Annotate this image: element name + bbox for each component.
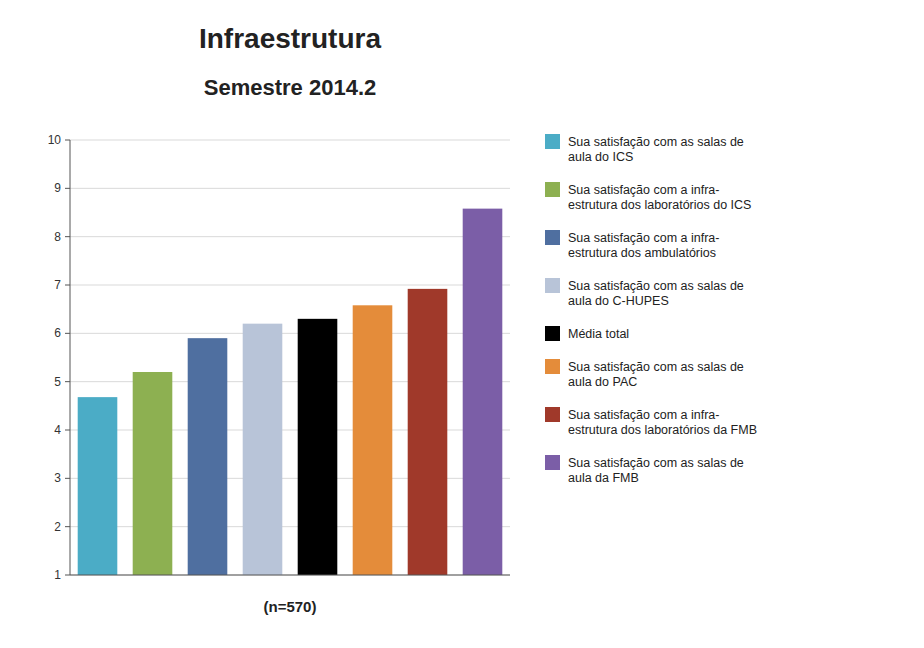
grid-line — [70, 236, 510, 237]
y-tick-label: 7 — [54, 278, 61, 292]
y-tick-label: 3 — [54, 471, 61, 485]
x-axis-label: (n=570) — [264, 598, 317, 615]
y-tick-label: 9 — [54, 181, 61, 195]
legend-label: Sua satisfação com as salas deaula da FM… — [568, 456, 744, 485]
legend-swatch — [545, 182, 560, 197]
y-tick-label: 8 — [54, 230, 61, 244]
legend-swatch — [545, 278, 560, 293]
y-tick-label: 1 — [54, 568, 61, 582]
legend-label: Sua satisfação com a infra-estrutura dos… — [568, 231, 719, 260]
legend-label: Média total — [568, 327, 629, 341]
legend-label: Sua satisfação com as salas deaula do IC… — [568, 135, 744, 164]
legend-label: Sua satisfação com a infra-estrutura dos… — [568, 408, 757, 437]
legend-swatch — [545, 455, 560, 470]
legend-swatch — [545, 134, 560, 149]
legend-label: Sua satisfação com a infra-estrutura dos… — [568, 183, 751, 212]
bar — [463, 209, 503, 575]
y-tick — [65, 236, 70, 237]
legend-swatch — [545, 326, 560, 341]
legend-swatch — [545, 407, 560, 422]
grid-line — [70, 285, 510, 286]
legend-label: Sua satisfação com as salas deaula do C-… — [568, 279, 744, 308]
bar — [298, 319, 338, 575]
bar — [353, 305, 393, 575]
y-tick-label: 4 — [54, 423, 61, 437]
grid-line — [70, 140, 510, 141]
legend-swatch — [545, 230, 560, 245]
bar — [188, 338, 228, 575]
bar — [243, 324, 283, 575]
chart-container: 1 2 3 4 5 6 7 8 9 10 Infraestrutura Semestre 2014.2… — [0, 0, 924, 648]
y-tick — [65, 188, 70, 189]
subtitle: Semestre 2014.2 — [204, 75, 376, 100]
x-axis-line — [70, 575, 510, 576]
y-tick-label: 10 — [48, 133, 62, 147]
y-tick — [65, 575, 70, 576]
title: Infraestrutura — [199, 23, 381, 54]
legend: Sua satisfação com as salas deaula do IC… — [545, 134, 757, 485]
legend-swatch — [545, 359, 560, 374]
y-tick-label: 6 — [54, 326, 61, 340]
bar — [133, 372, 173, 575]
grid-line — [70, 575, 510, 576]
y-tick — [65, 333, 70, 334]
grid — [70, 140, 510, 575]
bars — [78, 209, 503, 575]
grid-line — [70, 188, 510, 189]
y-axis-line — [70, 140, 71, 575]
y-tick — [65, 285, 70, 286]
y-tick — [65, 140, 70, 141]
y-tick-label: 5 — [54, 375, 61, 389]
bar — [78, 397, 118, 575]
y-tick — [65, 430, 70, 431]
y-tick — [65, 381, 70, 382]
legend-label: Sua satisfação com as salas deaula do PA… — [568, 360, 744, 389]
bar — [408, 289, 448, 575]
y-tick — [65, 526, 70, 527]
y-axis: 1 2 3 4 5 6 7 8 9 10 — [48, 133, 70, 582]
y-tick-label: 2 — [54, 520, 61, 534]
y-tick — [65, 478, 70, 479]
chart-svg: 1 2 3 4 5 6 7 8 9 10 Infraestrutura Semestre 2014.2… — [0, 0, 924, 648]
